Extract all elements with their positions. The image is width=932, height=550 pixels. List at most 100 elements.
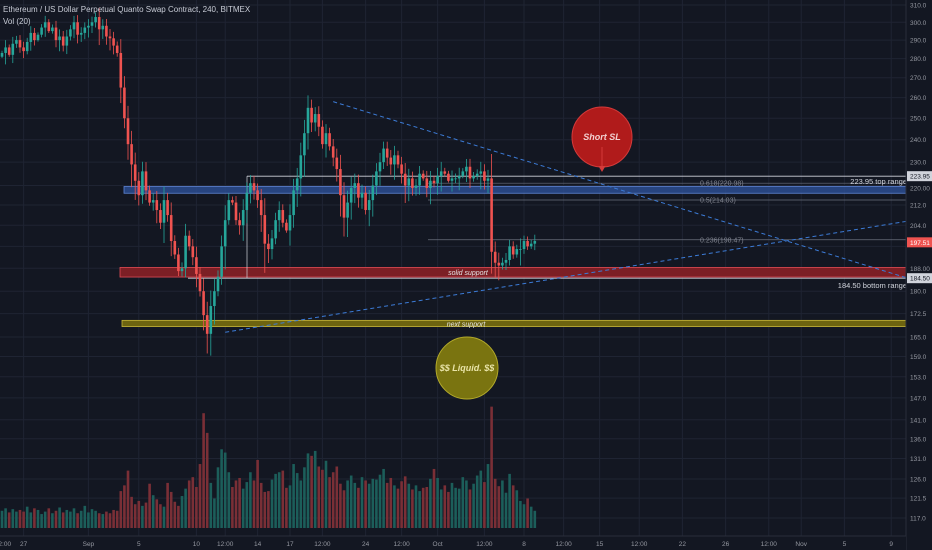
volume-bar (166, 482, 169, 528)
candle-body (58, 36, 61, 41)
candle-body (349, 187, 353, 203)
volume-bar (47, 508, 51, 528)
volume-bar (360, 477, 364, 528)
volume-bar (177, 505, 180, 528)
candle-body (493, 251, 497, 263)
candle-body (342, 195, 346, 218)
volume-bar (497, 486, 501, 528)
volume-bar (364, 480, 367, 528)
price-tick-label: 310.0 (910, 3, 927, 10)
candle-body (4, 47, 7, 53)
price-tick-label: 280.0 (910, 56, 927, 63)
volume-bar (465, 480, 468, 528)
bottom-range-tag (907, 273, 932, 284)
candle-body (483, 171, 486, 181)
candle-body (285, 222, 288, 231)
volume-bar (385, 482, 389, 528)
volume-bar (238, 477, 241, 528)
volume-bar (508, 473, 511, 528)
candle-body (367, 200, 371, 211)
candle-body (475, 173, 479, 177)
candle-body (15, 40, 18, 44)
volume-bar (349, 475, 353, 528)
candle-body (126, 118, 130, 145)
candle-body (11, 43, 15, 55)
candle-body (292, 190, 295, 216)
volume-bar (493, 478, 497, 528)
time-tick-label: 5 (137, 541, 141, 548)
candle-body (450, 178, 454, 181)
volume-bar (195, 487, 198, 528)
volume-bar (529, 506, 533, 528)
candle-body (234, 202, 238, 221)
candle-body (303, 133, 306, 156)
time-axis[interactable]: 2:00 27 Sep 5 10 12:00 14 17 12:00 24 12:00 Oct 12:0… (0, 535, 906, 550)
volume-bar (331, 472, 335, 528)
candle-body (101, 25, 105, 30)
time-tick-label: 15 (596, 541, 604, 548)
annotations: 223.95 top range 184.50 bottom range solid… (435, 106, 907, 400)
candle-body (130, 144, 133, 165)
volume-bar (79, 510, 83, 528)
candle-body (209, 306, 213, 334)
candle-body (414, 185, 418, 188)
volume-bar (252, 480, 256, 528)
candle-body (515, 249, 519, 255)
candle-body (166, 200, 169, 216)
volume-bar (504, 492, 508, 528)
volume-bar (105, 511, 108, 528)
volume-bar (223, 452, 227, 528)
volume-bar (94, 510, 97, 528)
candle-body (108, 36, 112, 39)
candle-body (97, 17, 101, 30)
price-tick-label: 260.0 (910, 95, 927, 102)
candle-body (112, 38, 115, 46)
fib-0618-label: 0.618(220.98) (700, 181, 744, 188)
volume-bar (472, 483, 475, 528)
candles (0, 7, 537, 356)
volume-bar (263, 491, 267, 528)
price-tick-label: 159.0 (910, 354, 927, 361)
candle-body (256, 190, 259, 201)
candle-body (94, 17, 97, 23)
candle-body (378, 162, 382, 172)
candle-body (468, 166, 472, 179)
price-tick-label: 117.0 (910, 515, 926, 522)
candle-body (295, 178, 299, 191)
candle-body (346, 202, 349, 218)
candle-body (432, 180, 436, 184)
top-range-tag (907, 171, 932, 182)
volume-bar (439, 489, 443, 528)
candle-body (195, 257, 198, 274)
volume-bar (205, 432, 209, 528)
candle-body (115, 45, 119, 53)
price-axis[interactable]: 117.0 121.5 126.0 131.0 136.0 141.0 147.0 153.0… (905, 0, 932, 550)
candle-body (162, 200, 166, 223)
volume-bar (382, 468, 385, 528)
candle-body (465, 166, 468, 172)
candle-body (119, 52, 123, 88)
time-tick-label: 17 (286, 541, 294, 548)
volume-bar (130, 496, 133, 528)
volume-bar (43, 511, 47, 528)
price-tick-label: 153.0 (910, 374, 927, 381)
candle-body (79, 32, 83, 35)
price-tick-label: 290.0 (910, 38, 927, 45)
volume-bar (461, 477, 465, 528)
volume-bar (285, 487, 288, 528)
candle-body (180, 268, 184, 272)
candle-body (54, 27, 58, 41)
price-tick-label: 147.0 (910, 395, 927, 402)
volume-bar (450, 482, 454, 528)
candle-body (310, 107, 313, 123)
candle-body (403, 173, 407, 186)
volume-bar (259, 482, 263, 528)
candle-body (436, 176, 439, 184)
candle-body (133, 164, 137, 181)
volume-bar (58, 507, 61, 528)
volume-bar (220, 449, 223, 528)
time-tick-label: 10 (193, 541, 201, 548)
candle-body (40, 27, 43, 35)
candle-body (148, 190, 151, 203)
